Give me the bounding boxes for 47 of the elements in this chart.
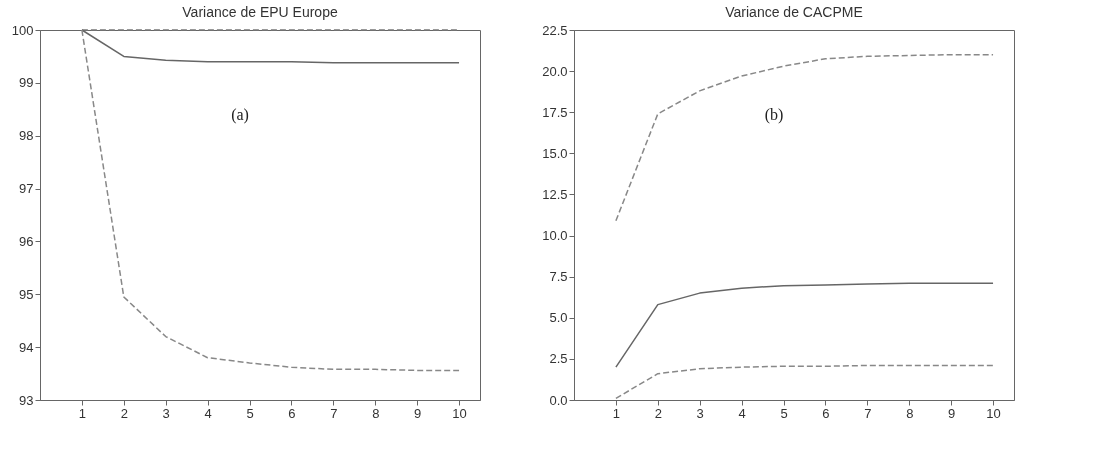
line-series	[81, 29, 460, 64]
x-tick-label: 6	[288, 405, 296, 421]
chart-title: Variance de CACPME	[725, 4, 863, 20]
y-tick-label: 97	[19, 181, 34, 197]
y-tick-label: 7.5	[549, 269, 568, 285]
x-tick-label: 10	[986, 405, 1001, 421]
y-tick-label: 20.0	[542, 63, 568, 79]
x-tick-label: 2	[654, 405, 662, 421]
line-series	[615, 53, 994, 222]
x-tick-label: 10	[452, 405, 467, 421]
y-tick-label: 15.0	[542, 145, 568, 161]
annotation: (a)	[231, 106, 249, 124]
x-tick-label: 7	[330, 405, 338, 421]
x-tick-label: 1	[612, 405, 621, 421]
x-tick-label: 5	[780, 405, 788, 421]
y-tick-label: 22.5	[542, 22, 568, 38]
y-tick-label: 99	[19, 75, 34, 91]
x-tick-label: 3	[162, 405, 170, 421]
x-tick-label: 1	[78, 405, 87, 421]
y-tick-label: 17.5	[542, 104, 568, 120]
y-tick-label: 98	[19, 128, 34, 144]
y-tick-label: 93	[19, 392, 34, 408]
x-tick-label: 2	[120, 405, 128, 421]
line-series	[615, 364, 994, 400]
y-tick-label: 2.5	[549, 351, 568, 367]
x-tick-label: 5	[246, 405, 254, 421]
annotation: (b)	[764, 106, 784, 124]
x-tick-label: 7	[864, 405, 872, 421]
y-tick-label: 94	[19, 339, 34, 355]
x-tick-label: 4	[738, 405, 746, 421]
x-tick-label: 8	[906, 405, 914, 421]
y-tick-label: 100	[11, 22, 34, 38]
chart-title: Variance de EPU Europe	[182, 4, 338, 20]
x-tick-label: 4	[204, 405, 212, 421]
x-tick-label: 9	[414, 405, 422, 421]
x-tick-label: 8	[372, 405, 380, 421]
y-tick-label: 12.5	[542, 186, 568, 202]
x-tick-label: 9	[948, 405, 956, 421]
x-tick-label: 6	[822, 405, 830, 421]
y-tick-label: 96	[19, 233, 34, 249]
y-tick-label: 5.0	[549, 310, 568, 326]
y-tick-label: 10.0	[542, 228, 568, 244]
y-tick-label: 95	[19, 286, 34, 302]
line-series	[615, 282, 994, 368]
x-tick-label: 3	[696, 405, 704, 421]
line-series	[81, 29, 460, 372]
y-tick-label: 0.0	[549, 392, 568, 408]
